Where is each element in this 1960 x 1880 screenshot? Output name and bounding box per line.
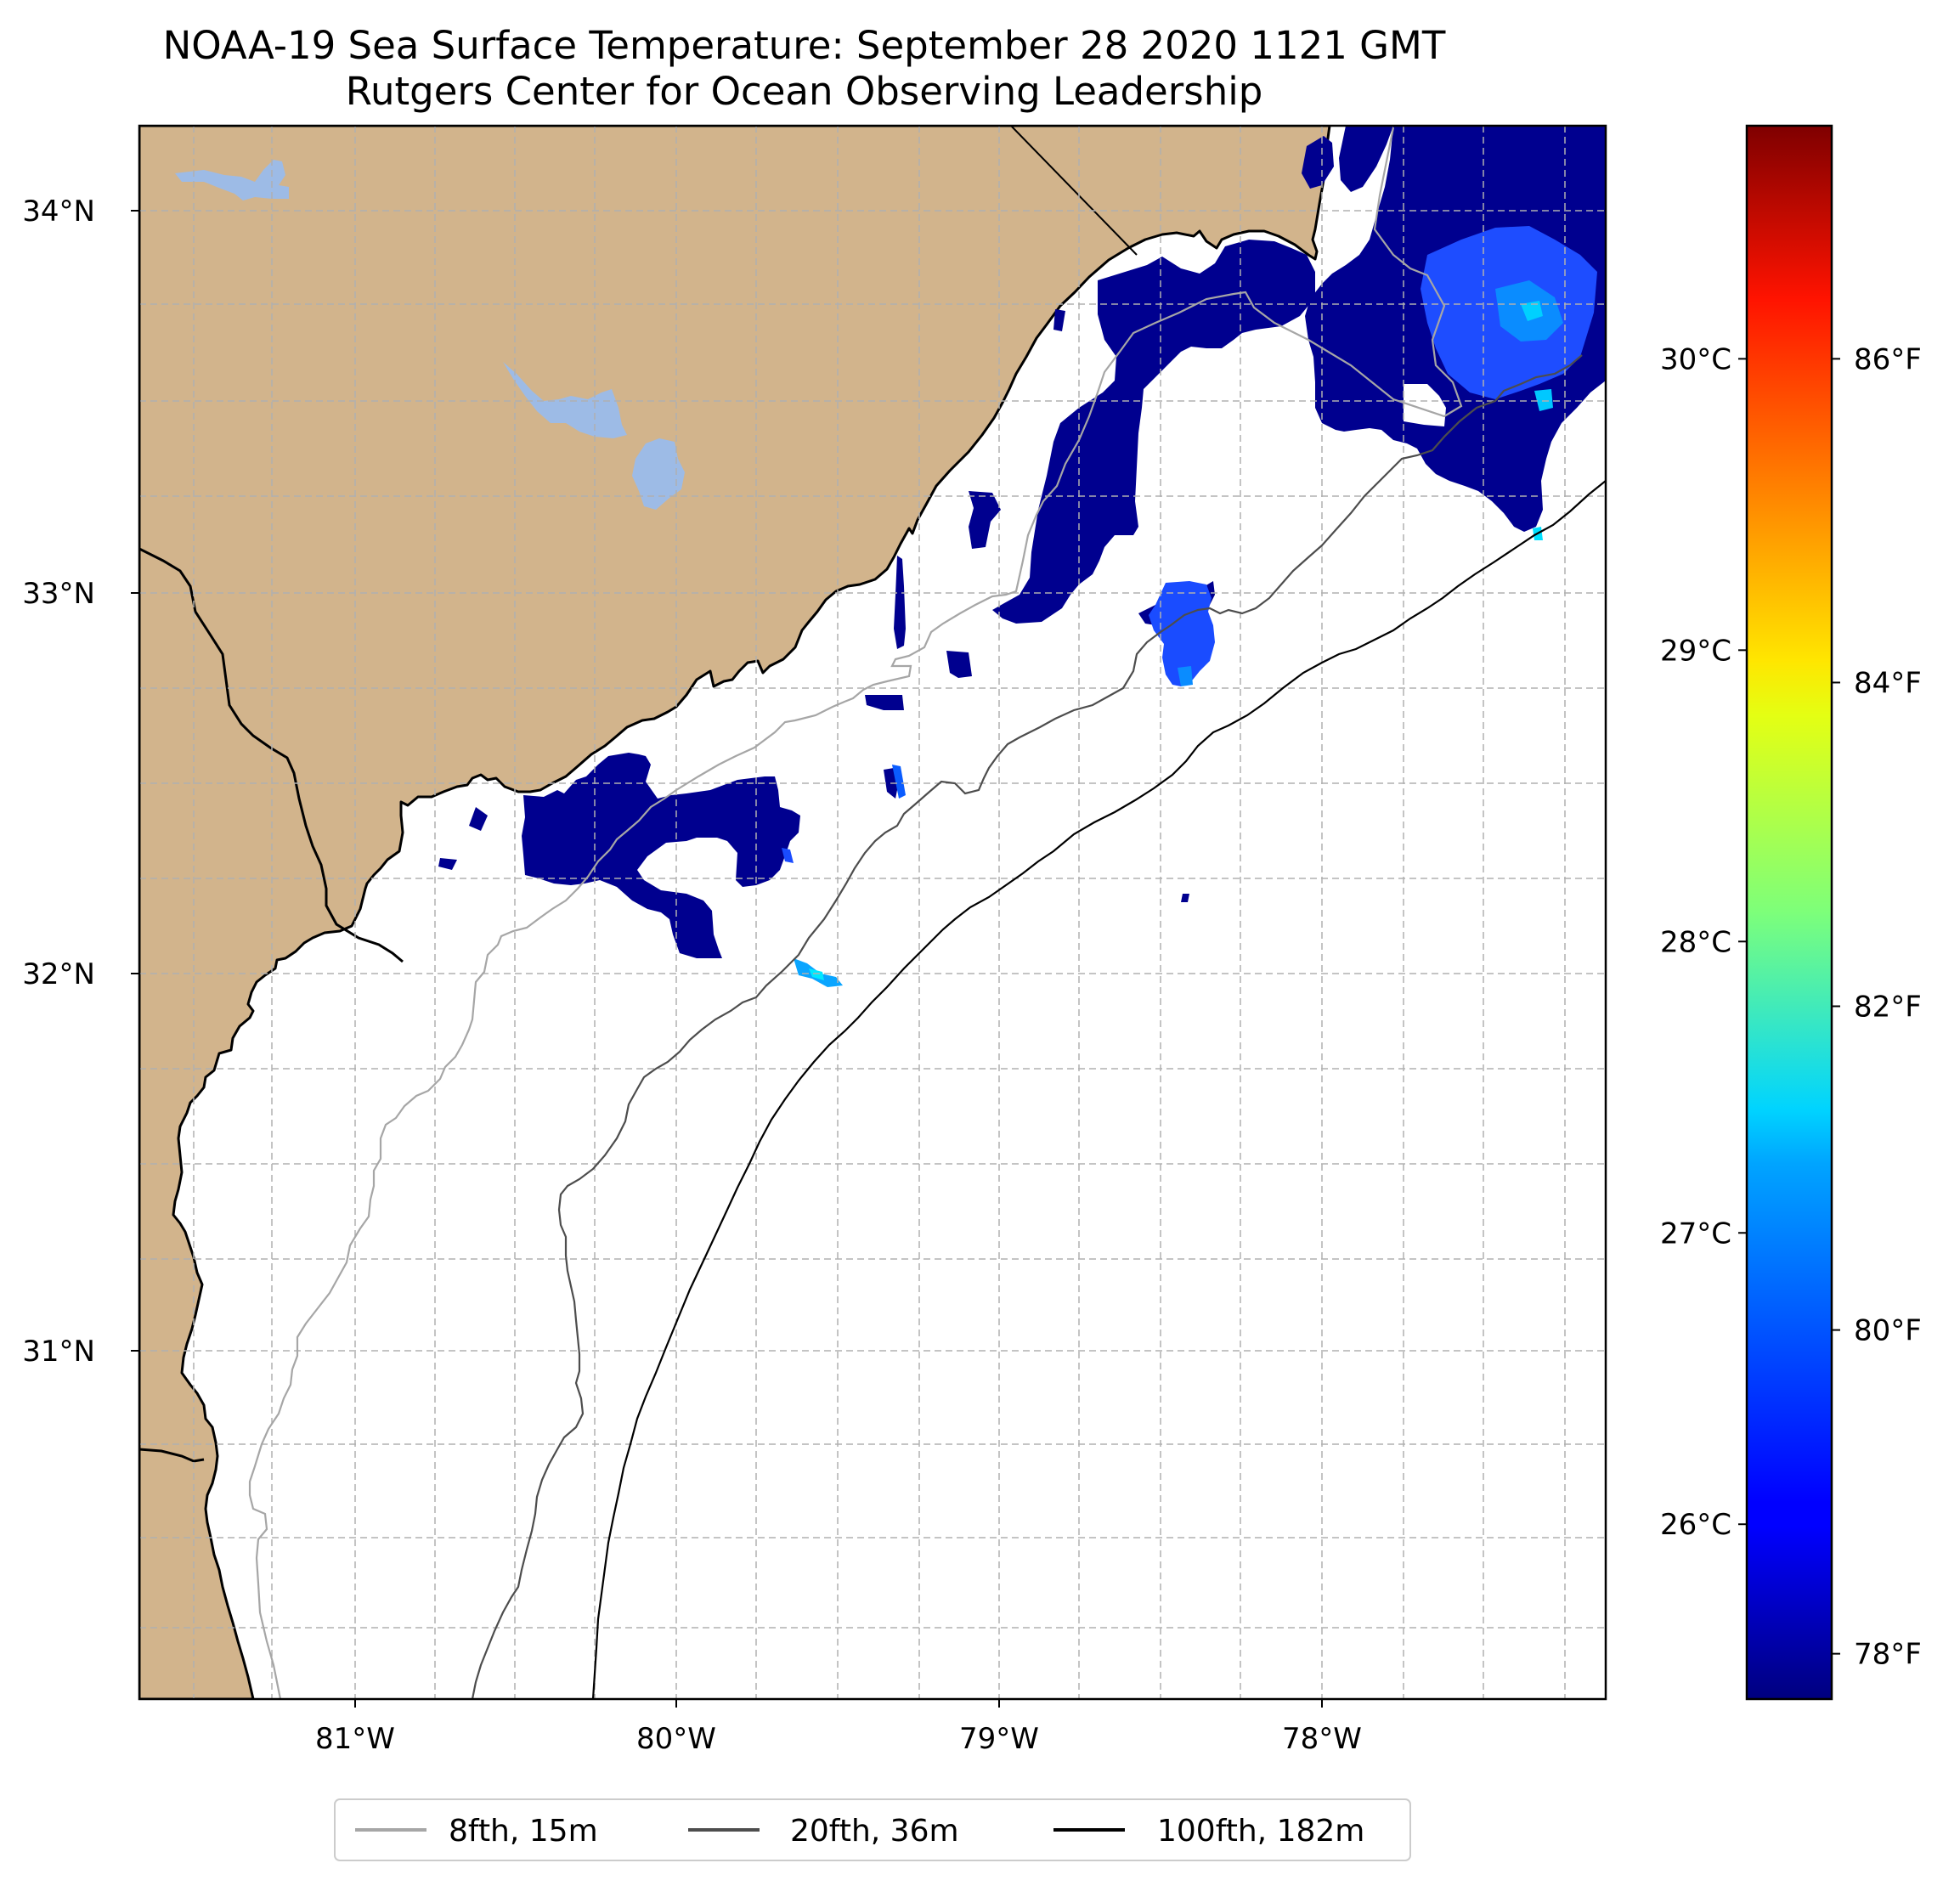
colorbar <box>1745 124 1833 1701</box>
lon-label-80: 80°W <box>636 1722 716 1756</box>
colorbar-fahrenheit-label: 86°F <box>1854 342 1922 376</box>
colorbar-fahrenheit-label: 78°F <box>1854 1638 1922 1672</box>
colorbar-fahrenheit-label: 80°F <box>1854 1314 1922 1348</box>
legend-box <box>334 1798 1411 1861</box>
lake <box>503 362 627 438</box>
colorbar-fahrenheit-label: 82°F <box>1854 991 1922 1025</box>
contour-8fth <box>248 127 1463 1699</box>
nc-sc-boundary <box>1010 126 1138 256</box>
state-boundary-south <box>139 1448 205 1463</box>
lake <box>175 160 289 200</box>
colorbar-celsius-label: 30°C <box>1660 342 1731 376</box>
lon-label-78: 78°W <box>1282 1722 1362 1756</box>
contour-100fth <box>591 480 1606 1699</box>
legend: 8fth, 15m 20fth, 36m 100fth, 182m <box>334 1798 1411 1861</box>
colorbar-celsius-label: 26°C <box>1660 1508 1731 1542</box>
colorbar-celsius-label: 27°C <box>1660 1217 1731 1251</box>
lat-label-31: 31°N <box>22 1335 95 1369</box>
axis-ticks <box>131 210 1323 1708</box>
gridlines <box>139 126 1606 1699</box>
lat-label-32: 32°N <box>22 957 95 991</box>
legend-label-8fth: 8fth, 15m <box>449 1814 598 1849</box>
lon-label-79: 79°W <box>959 1722 1039 1756</box>
map-title: NOAA-19 Sea Surface Temperature: Septemb… <box>162 23 1446 68</box>
lake <box>632 438 685 510</box>
lat-label-34: 34°N <box>22 195 95 229</box>
land <box>139 126 1331 1699</box>
sst-warm-patches <box>782 226 1597 987</box>
map-frame <box>138 124 1607 1701</box>
lat-label-33: 33°N <box>22 577 95 611</box>
contour-20fth <box>471 354 1583 1699</box>
colorbar-celsius-label: 28°C <box>1660 925 1731 959</box>
colorbar-celsius-label: 29°C <box>1660 634 1731 668</box>
lon-label-81: 81°W <box>315 1722 395 1756</box>
legend-label-20fth: 20fth, 36m <box>790 1814 959 1849</box>
state-boundary <box>139 547 404 963</box>
colorbar-fahrenheit-label: 84°F <box>1854 666 1922 700</box>
map-panel <box>139 126 1606 1699</box>
legend-label-100fth: 100fth, 182m <box>1157 1814 1364 1849</box>
map-subtitle: Rutgers Center for Ocean Observing Leade… <box>345 69 1263 114</box>
colorbar-ticks: 30°C 29°C 28°C 27°C 26°C 86°F 84°F 82°F 80°F 78°F <box>1660 342 1922 1671</box>
